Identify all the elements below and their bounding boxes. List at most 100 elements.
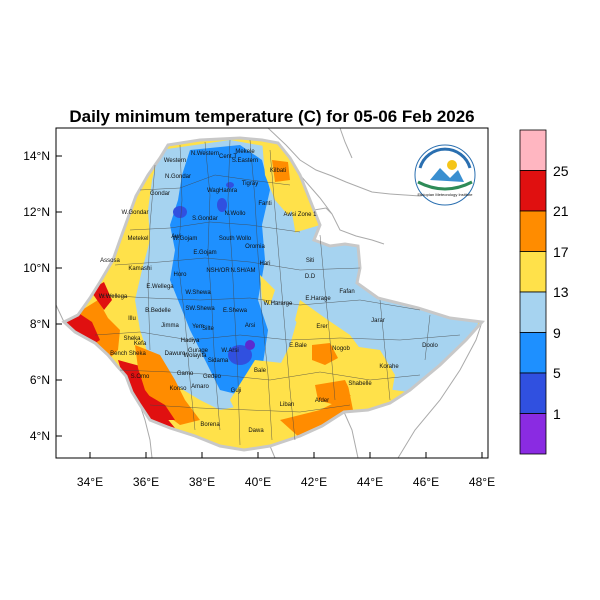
region-label: Shabelle (348, 381, 372, 387)
colorbar (519, 129, 547, 455)
axis-ticks (56, 155, 483, 458)
region-label: E.Gojam (193, 250, 216, 256)
x-tick-label: 48°E (469, 475, 495, 489)
colorbar-box-orange (519, 210, 547, 252)
region-label: N.Western (191, 151, 219, 157)
region-label: Metekel (127, 236, 148, 242)
region-label: Awsi Zone 1 (284, 212, 318, 218)
region-label: Gondar (150, 191, 170, 197)
colorbar-box-purple (519, 413, 547, 455)
region-label: Kilbati (270, 168, 286, 174)
region-label: Sidama (208, 358, 229, 364)
region-label: N.Wollo (225, 211, 247, 217)
x-tick-label: 34°E (77, 475, 103, 489)
region-label: WagHamra (207, 188, 238, 194)
region-label: Borena (200, 422, 220, 428)
region-label: N.Gondar (165, 174, 191, 180)
region-label: Jarar (371, 318, 385, 324)
region-label: Fafan (339, 289, 354, 295)
colorbar-box-red (519, 170, 547, 212)
region-label: South Wollo (219, 236, 252, 242)
region-label: Illu (128, 316, 136, 322)
region-label: B.Bedelle (145, 308, 171, 314)
region-label: Bale (254, 368, 267, 374)
region-label: W.Gondar (121, 210, 148, 216)
region-label: NSH/OR (206, 268, 230, 274)
colorbar-box-yellow (519, 251, 547, 293)
colorbar-box-dark-blue (519, 372, 547, 414)
y-tick-label: 6°N (30, 373, 50, 387)
region-label: Amaro (191, 384, 209, 390)
region-label: Yem (192, 324, 204, 330)
region-label: Assosa (100, 258, 120, 264)
y-tick-label: 14°N (23, 149, 50, 163)
region-label: Erer (316, 324, 327, 330)
region-label: E.Harage (305, 296, 331, 302)
colorbar-label: 17 (553, 244, 569, 260)
region-label: Dawa (248, 428, 264, 434)
region-label: W.Hararge (264, 301, 293, 307)
region-label: Gedeo (203, 374, 222, 380)
institute-logo: Ethiopian Meteorology Institute (414, 144, 476, 206)
region-label: N.SH/AM (230, 268, 255, 274)
region-label: Konso (169, 386, 187, 392)
colorbar-label: 5 (553, 365, 561, 381)
x-tick-label: 38°E (189, 475, 215, 489)
region-label: E.Wellega (146, 284, 174, 290)
region-label: Siti (306, 258, 314, 264)
region-label: SW.Shewa (185, 306, 215, 312)
region-label: E.Bale (289, 343, 307, 349)
region-label: Awi (171, 234, 181, 240)
x-tick-label: 42°E (301, 475, 327, 489)
region-label: Hadiya (181, 338, 200, 344)
region-label: S.Omo (131, 374, 150, 380)
x-tick-label: 44°E (357, 475, 383, 489)
region-label: Western (164, 158, 186, 164)
region-label: Arsi (245, 323, 255, 329)
region-label: W.Shewa (185, 290, 211, 296)
colorbar-box-blue (519, 332, 547, 374)
region-label: Hari (259, 261, 270, 267)
region-label: Bench Sheka (110, 351, 146, 357)
region-label: S.Gondar (192, 216, 218, 222)
region-label: Kefa (134, 341, 147, 347)
region-label: Fanti (258, 201, 271, 207)
x-tick-label: 36°E (133, 475, 159, 489)
colorbar-box-light-blue (519, 291, 547, 333)
region-label: Liban (280, 402, 295, 408)
region-label: Silte (202, 326, 214, 332)
plot-frame (55, 127, 489, 459)
region-label: W.Arsi (221, 348, 238, 354)
x-tick-label: 40°E (245, 475, 271, 489)
region-label: Jimma (161, 323, 179, 329)
colorbar-label: 25 (553, 163, 569, 179)
admin-boundaries (94, 139, 461, 446)
y-tick-label: 10°N (23, 261, 50, 275)
region-label: Doolo (422, 343, 438, 349)
y-tick-label: 4°N (30, 429, 50, 443)
region-label: Guji (231, 388, 242, 394)
region-label: Wolayita (184, 353, 208, 359)
region-label: Tigray (242, 181, 258, 187)
colorbar-box-pink (519, 129, 547, 171)
region-label: Nogob (332, 346, 350, 352)
region-label: Horo (173, 272, 187, 278)
logo-caption: Ethiopian Meteorology Institute (418, 192, 474, 197)
region-label: Mekele (235, 149, 255, 155)
region-label: Oromia (245, 244, 265, 250)
x-tick-label: 46°E (413, 475, 439, 489)
region-label: Sheka (123, 336, 141, 342)
region-label: Afder (315, 398, 329, 404)
region-label: E.Shewa (223, 308, 248, 314)
region-label: Gamo (177, 371, 194, 377)
colorbar-label: 13 (553, 284, 569, 300)
region-label: Dawuro (165, 351, 186, 357)
region-label: W.Wellega (99, 294, 128, 300)
country-border (61, 136, 486, 452)
region-label: S.Eastern (232, 158, 258, 164)
y-tick-label: 12°N (23, 205, 50, 219)
region-label: D.D (305, 274, 316, 280)
colorbar-label: 1 (553, 406, 561, 422)
